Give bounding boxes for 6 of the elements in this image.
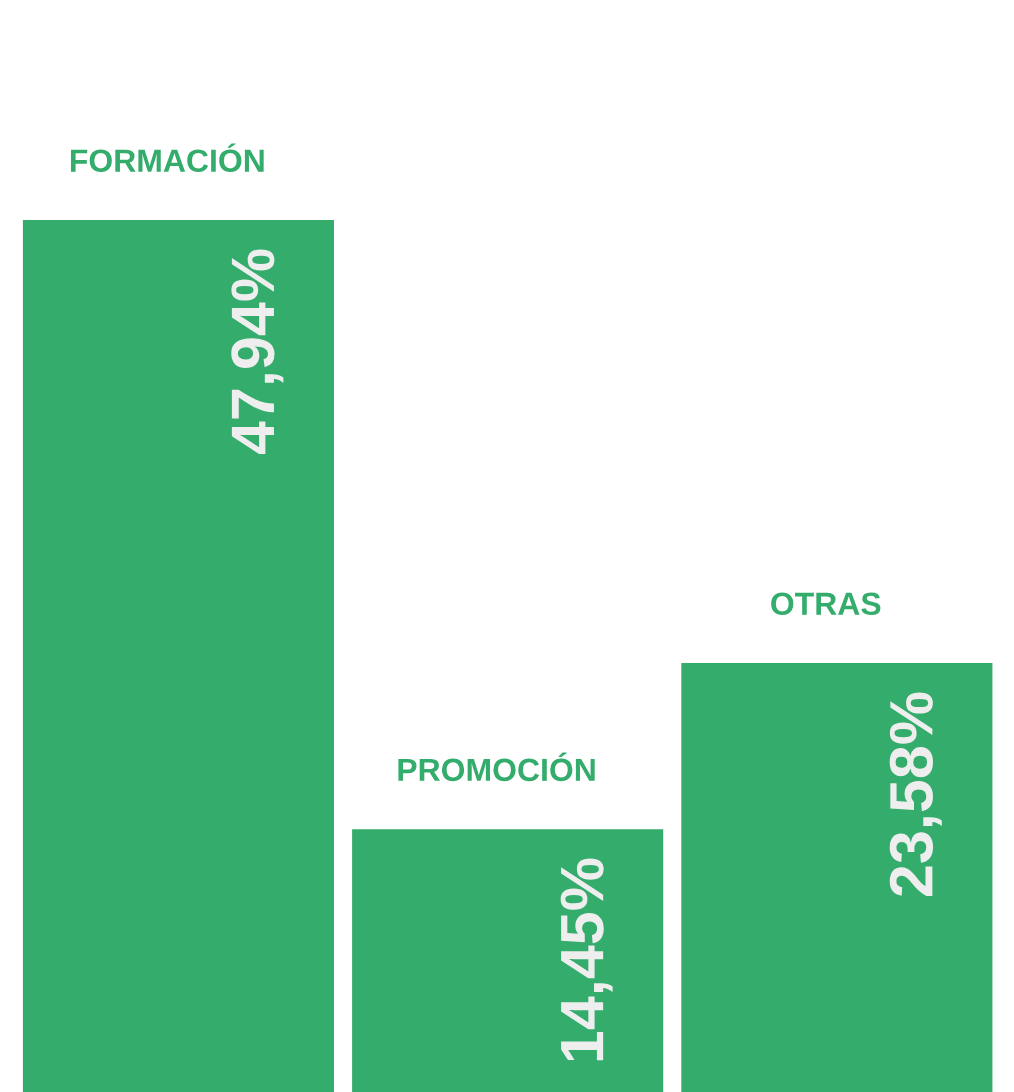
x-tick-label: FORMACIÓN (70, 143, 264, 173)
data-label: 14,45% (560, 858, 613, 1061)
x-tick-label: OTRAS (771, 592, 881, 616)
x-tick-label: PROMOCIÓN (398, 752, 595, 782)
data-label: 23,58% (889, 692, 942, 897)
data-label: 47,94% (231, 249, 284, 455)
